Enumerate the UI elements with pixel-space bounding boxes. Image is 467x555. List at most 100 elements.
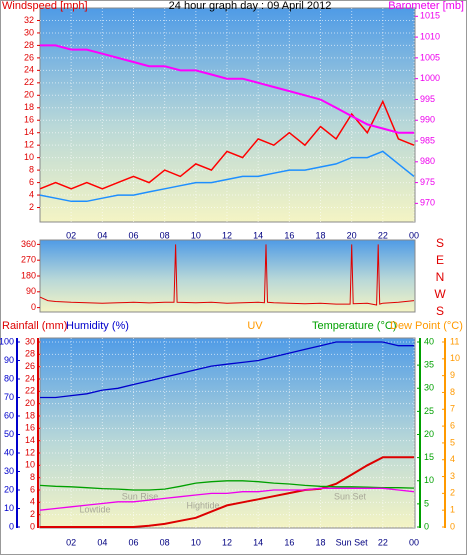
y-tick-label: 14 bbox=[24, 127, 34, 137]
compass-label: S bbox=[436, 236, 444, 250]
y-tick-label: 180 bbox=[21, 270, 36, 280]
x-tick-label: 18 bbox=[315, 230, 325, 240]
chart-title: 24 hour graph day : 09 April 2012 bbox=[169, 0, 332, 12]
y3-tick-label: 6 bbox=[30, 484, 35, 494]
y4-tick-label: 3 bbox=[450, 471, 455, 481]
x-tick-label: 00 bbox=[409, 537, 419, 547]
y3-tick-label: 26 bbox=[25, 361, 35, 371]
y3-tick-label: 4 bbox=[30, 497, 35, 507]
y2-tick-label: 970 bbox=[420, 198, 435, 208]
y4-tick-label: 5 bbox=[450, 437, 455, 447]
y4-tick-label: 2 bbox=[450, 488, 455, 498]
x-tick-label: 04 bbox=[97, 537, 107, 547]
annotation: Sun Set bbox=[334, 491, 367, 501]
legend-label: Rainfall (mm) bbox=[2, 320, 67, 332]
y-tick-label: 20 bbox=[4, 484, 14, 494]
y-tick-label: 30 bbox=[24, 27, 34, 37]
x-tick-label: 16 bbox=[284, 230, 294, 240]
y3-tick-label: 16 bbox=[25, 423, 35, 433]
y2-tick-label: 25 bbox=[424, 406, 434, 416]
x-tick-label: 04 bbox=[97, 230, 107, 240]
uv-label: UV bbox=[247, 320, 263, 332]
y4-tick-label: 6 bbox=[450, 420, 455, 430]
y-tick-label: 0 bbox=[9, 521, 14, 531]
y2-tick-label: 985 bbox=[420, 135, 435, 145]
panel-direction bbox=[39, 239, 416, 313]
y3-tick-label: 30 bbox=[25, 336, 35, 346]
x-tick-label: 08 bbox=[160, 230, 170, 240]
y-tick-label: 24 bbox=[24, 65, 34, 75]
series-line bbox=[39, 150, 415, 203]
y-tick-label: 0 bbox=[31, 302, 36, 312]
legend-label: Humidity (%) bbox=[66, 320, 129, 332]
annotation: Sun Rise bbox=[122, 491, 159, 501]
x-tick-label: 06 bbox=[128, 537, 138, 547]
y2-tick-label: 995 bbox=[420, 94, 435, 104]
y-tick-label: 32 bbox=[24, 15, 34, 25]
y-tick-label: 18 bbox=[24, 102, 34, 112]
x-tick-label: 10 bbox=[191, 537, 201, 547]
y-tick-label: 60 bbox=[4, 410, 14, 420]
x-tick-label: 06 bbox=[128, 230, 138, 240]
y4-tick-label: 7 bbox=[450, 404, 455, 414]
y3-tick-label: 8 bbox=[30, 472, 35, 482]
y-tick-label: 22 bbox=[24, 77, 34, 87]
x-tick-label: 18 bbox=[315, 537, 325, 547]
x-tick-label: 14 bbox=[253, 537, 263, 547]
y-tick-label: 50 bbox=[4, 429, 14, 439]
y-tick-label: 10 bbox=[24, 152, 34, 162]
x-tick-label: 14 bbox=[253, 230, 263, 240]
x-tick-label: 12 bbox=[222, 230, 232, 240]
y2-tick-label: 40 bbox=[424, 336, 434, 346]
y3-tick-label: 24 bbox=[25, 373, 35, 383]
y-axis-label: Windspeed [mph] bbox=[2, 0, 88, 12]
x-tick-label: Sun Set bbox=[336, 537, 369, 547]
annotation: Hightide bbox=[186, 500, 219, 510]
x-tick-label: 22 bbox=[378, 537, 388, 547]
y-tick-label: 100 bbox=[0, 336, 14, 346]
compass-label: W bbox=[434, 287, 446, 301]
y3-tick-label: 28 bbox=[25, 349, 35, 359]
x-tick-label: 08 bbox=[160, 537, 170, 547]
y2-tick-label: 1010 bbox=[420, 31, 440, 41]
y-tick-label: 360 bbox=[21, 239, 36, 249]
y-tick-label: 70 bbox=[4, 392, 14, 402]
y2-tick-label: 35 bbox=[424, 360, 434, 370]
series-line bbox=[39, 480, 415, 491]
y-tick-label: 26 bbox=[24, 52, 34, 62]
series-line bbox=[40, 456, 414, 528]
x-tick-label: 22 bbox=[378, 230, 388, 240]
y-tick-label: 28 bbox=[24, 40, 34, 50]
compass-label: N bbox=[436, 270, 445, 284]
y4-tick-label: 1 bbox=[450, 505, 455, 515]
x-tick-label: 10 bbox=[191, 230, 201, 240]
y3-tick-label: 12 bbox=[25, 447, 35, 457]
y4-tick-label: 11 bbox=[450, 336, 459, 346]
y2-tick-label: 980 bbox=[420, 156, 435, 166]
y-tick-label: 6 bbox=[29, 177, 34, 187]
annotation: Lowtide bbox=[79, 504, 110, 514]
y-tick-label: 4 bbox=[29, 189, 34, 199]
y-tick-label: 40 bbox=[4, 447, 14, 457]
y-tick-label: 80 bbox=[4, 373, 14, 383]
y-tick-label: 20 bbox=[24, 90, 34, 100]
y2-tick-label: 975 bbox=[420, 177, 435, 187]
y2-tick-label: 990 bbox=[420, 115, 435, 125]
y2-tick-label: 1000 bbox=[420, 73, 440, 83]
y2-tick-label: 10 bbox=[424, 475, 434, 485]
x-tick-label: 12 bbox=[222, 537, 232, 547]
y-tick-label: 30 bbox=[4, 466, 14, 476]
y3-tick-label: 18 bbox=[25, 410, 35, 420]
legend-label: Dew Point (°C) bbox=[390, 320, 463, 332]
y4-tick-label: 8 bbox=[450, 387, 455, 397]
y-tick-label: 2 bbox=[29, 202, 34, 212]
y2-tick-label: 30 bbox=[424, 383, 434, 393]
y4-tick-label: 0 bbox=[450, 521, 455, 531]
y3-tick-label: 0 bbox=[30, 521, 35, 531]
series-line bbox=[39, 487, 415, 511]
y2-tick-label: 1005 bbox=[420, 52, 440, 62]
y2-axis-label: Barometer [mb] bbox=[388, 0, 464, 12]
compass-label: E bbox=[436, 253, 444, 267]
y3-tick-label: 14 bbox=[25, 435, 35, 445]
